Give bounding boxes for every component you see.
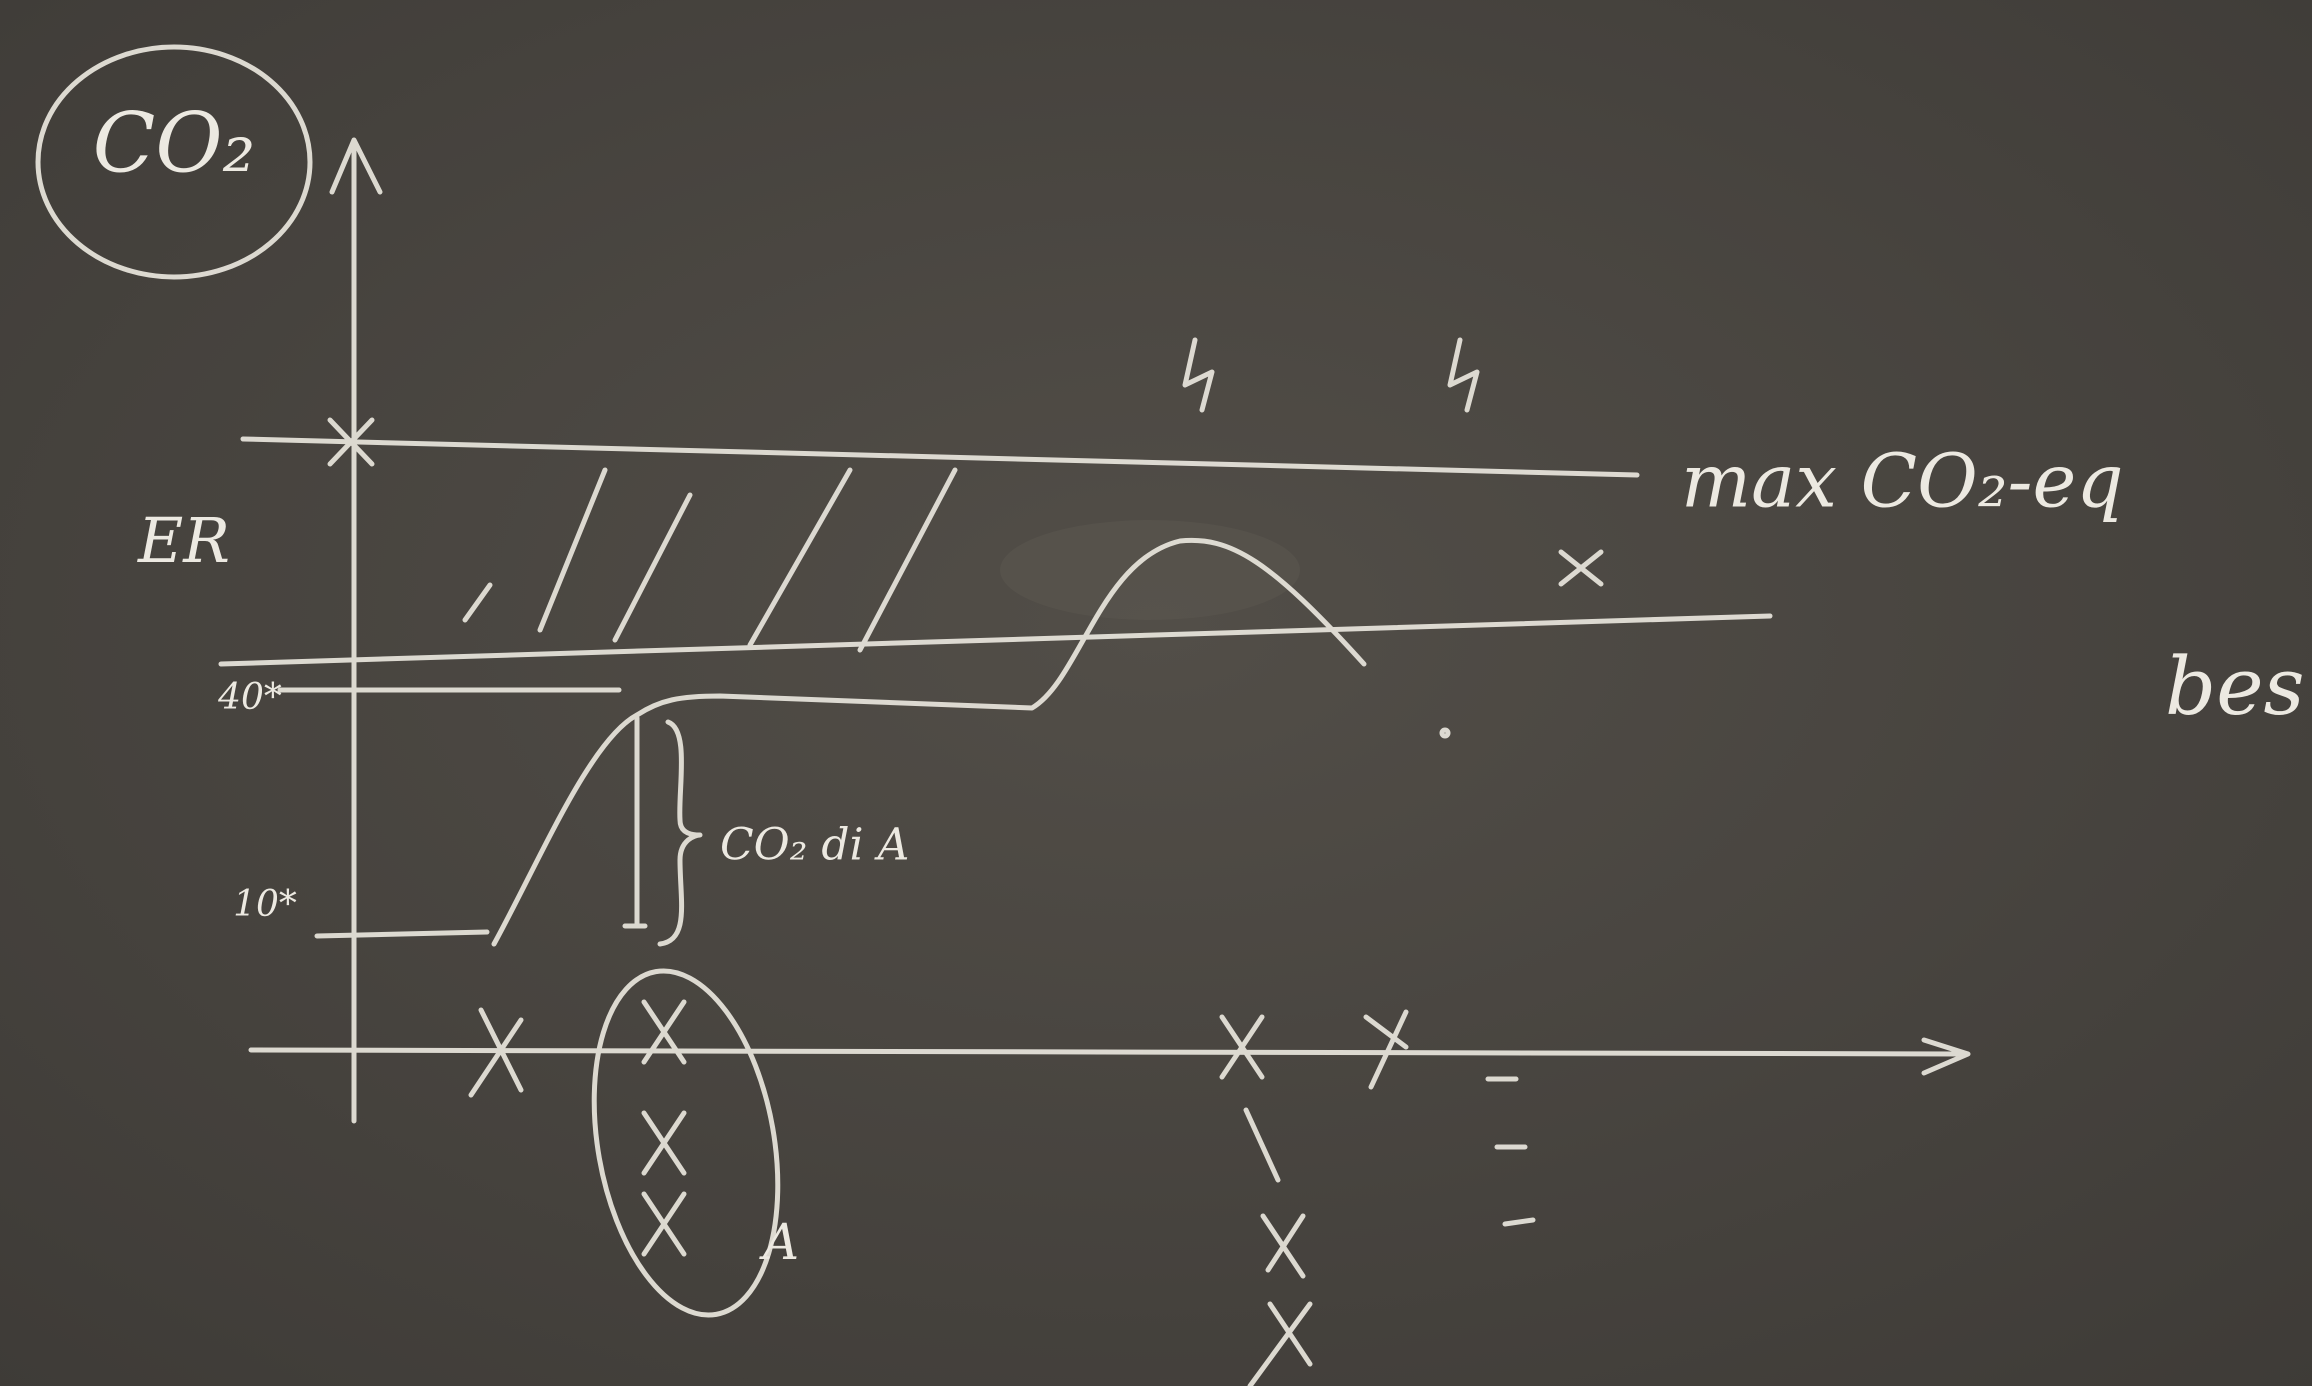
- circle: [35, 44, 313, 280]
- lightning: [1447, 337, 1480, 413]
- dot: [1439, 727, 1451, 739]
- max-label: max CO₂-eq: [1681, 438, 2124, 524]
- side-text: bes: [2165, 640, 2305, 733]
- dashes: [1485, 1076, 1536, 1227]
- crosses: [468, 549, 1604, 1386]
- curve: [491, 537, 1367, 947]
- lightning: [1182, 337, 1215, 413]
- group-ellipse: [591, 968, 781, 1318]
- level-label: 40*: [217, 677, 282, 718]
- cross: [327, 417, 375, 467]
- smudge: [1000, 520, 1300, 620]
- brace-label: CO₂ di A: [720, 820, 909, 871]
- level-line-low: [314, 929, 490, 939]
- level-label: 10*: [233, 884, 297, 925]
- hatching: [462, 467, 958, 653]
- brace-shape: [657, 719, 703, 947]
- y-label: ER: [137, 504, 230, 577]
- drawing: [35, 44, 1971, 1386]
- circled-label: CO₂: [93, 97, 256, 192]
- middle-line: [218, 613, 1773, 667]
- x-axis: [248, 1037, 1971, 1076]
- vertical-line: [622, 715, 648, 929]
- group-label: A: [759, 1213, 799, 1271]
- max-line: [240, 436, 1640, 478]
- y-axis: [329, 137, 383, 1124]
